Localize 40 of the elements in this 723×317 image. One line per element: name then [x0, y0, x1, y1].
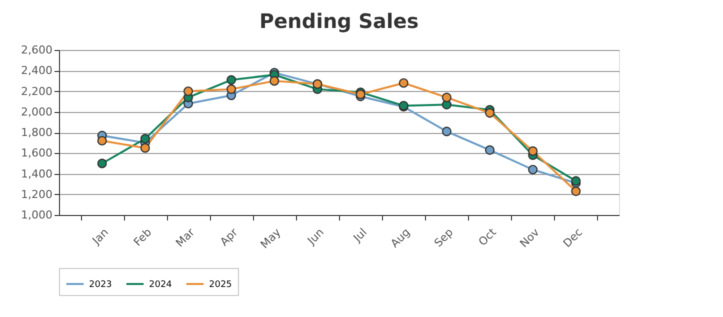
point: [484, 108, 495, 118]
x-tick-label: Feb: [131, 226, 154, 249]
point: [183, 86, 194, 96]
point: [442, 92, 452, 102]
point: [442, 126, 452, 136]
x-tick-label: Dec: [560, 226, 585, 250]
point: [571, 186, 581, 196]
point: [270, 76, 280, 86]
y-tick-label: 1,200: [21, 188, 52, 201]
x-tick-label: Jul: [350, 226, 370, 246]
x-tick-label: Mar: [173, 225, 198, 250]
point: [528, 164, 538, 174]
x-tick-label: Jun: [304, 226, 326, 248]
x-tick-label: Oct: [476, 225, 500, 248]
legend-label: 2025: [209, 280, 232, 290]
y-tick-label: 2,600: [21, 44, 52, 56]
point: [140, 143, 150, 153]
point: [140, 134, 150, 144]
y-tick-label: 1,600: [21, 146, 52, 160]
y-tick-label: 1,800: [21, 126, 52, 139]
chart-title: Pending Sales: [259, 9, 419, 33]
y-tick-label: 2,200: [21, 84, 52, 98]
x-tick-label: Jan: [89, 226, 112, 248]
point: [528, 146, 538, 156]
point: [226, 75, 236, 85]
legend-label: 2023: [89, 280, 112, 290]
y-tick-label: 2,000: [21, 105, 52, 118]
point: [97, 158, 107, 168]
x-tick-label: Aug: [388, 226, 413, 250]
legend-label: 2024: [149, 280, 172, 290]
point: [97, 136, 107, 146]
y-tick-label: 2,400: [21, 64, 52, 78]
point: [484, 145, 495, 155]
point: [226, 84, 236, 94]
x-tick-label: Nov: [517, 225, 542, 250]
x-tick-label: Sep: [432, 226, 456, 250]
x-tick-label: Apr: [218, 225, 241, 248]
y-tick-label: 1,400: [21, 167, 52, 180]
point: [398, 78, 408, 88]
y-tick-label: 1,000: [21, 208, 52, 222]
